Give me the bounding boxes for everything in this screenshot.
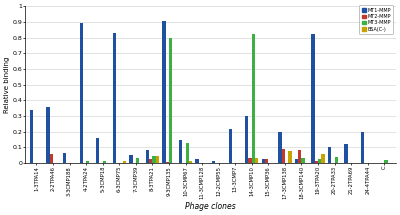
- Bar: [96, 138, 100, 163]
- Bar: [179, 140, 182, 163]
- Bar: [46, 107, 50, 163]
- Bar: [113, 33, 116, 163]
- Bar: [189, 161, 192, 163]
- Bar: [302, 158, 305, 163]
- Bar: [255, 158, 258, 163]
- Bar: [186, 143, 189, 163]
- Bar: [166, 162, 169, 163]
- Bar: [384, 160, 388, 163]
- Bar: [318, 159, 321, 163]
- Bar: [245, 116, 248, 163]
- Bar: [328, 147, 331, 163]
- Bar: [156, 156, 159, 163]
- Bar: [265, 159, 268, 163]
- Bar: [30, 110, 33, 163]
- Bar: [162, 21, 166, 163]
- X-axis label: Phage clones: Phage clones: [185, 202, 236, 211]
- Bar: [321, 154, 325, 163]
- Bar: [146, 150, 149, 163]
- Bar: [278, 132, 282, 163]
- Bar: [149, 159, 152, 163]
- Bar: [361, 132, 364, 163]
- Bar: [295, 159, 298, 163]
- Bar: [252, 34, 255, 163]
- Legend: MT1-MMP, MT2-MMP, MT3-MMP, BSA(C-): MT1-MMP, MT2-MMP, MT3-MMP, BSA(C-): [359, 5, 394, 34]
- Bar: [311, 34, 315, 163]
- Bar: [282, 149, 285, 163]
- Bar: [50, 154, 53, 163]
- Bar: [262, 159, 265, 163]
- Bar: [123, 161, 126, 163]
- Bar: [169, 38, 172, 163]
- Bar: [136, 158, 139, 163]
- Bar: [248, 158, 252, 163]
- Bar: [80, 23, 83, 163]
- Bar: [152, 156, 156, 163]
- Bar: [298, 150, 302, 163]
- Bar: [86, 161, 90, 163]
- Bar: [129, 155, 132, 163]
- Bar: [334, 157, 338, 163]
- Bar: [315, 161, 318, 163]
- Bar: [288, 151, 292, 163]
- Bar: [196, 159, 199, 163]
- Bar: [228, 129, 232, 163]
- Bar: [212, 161, 215, 163]
- Y-axis label: Relative binding: Relative binding: [4, 56, 10, 113]
- Bar: [344, 144, 348, 163]
- Bar: [103, 161, 106, 163]
- Bar: [63, 153, 66, 163]
